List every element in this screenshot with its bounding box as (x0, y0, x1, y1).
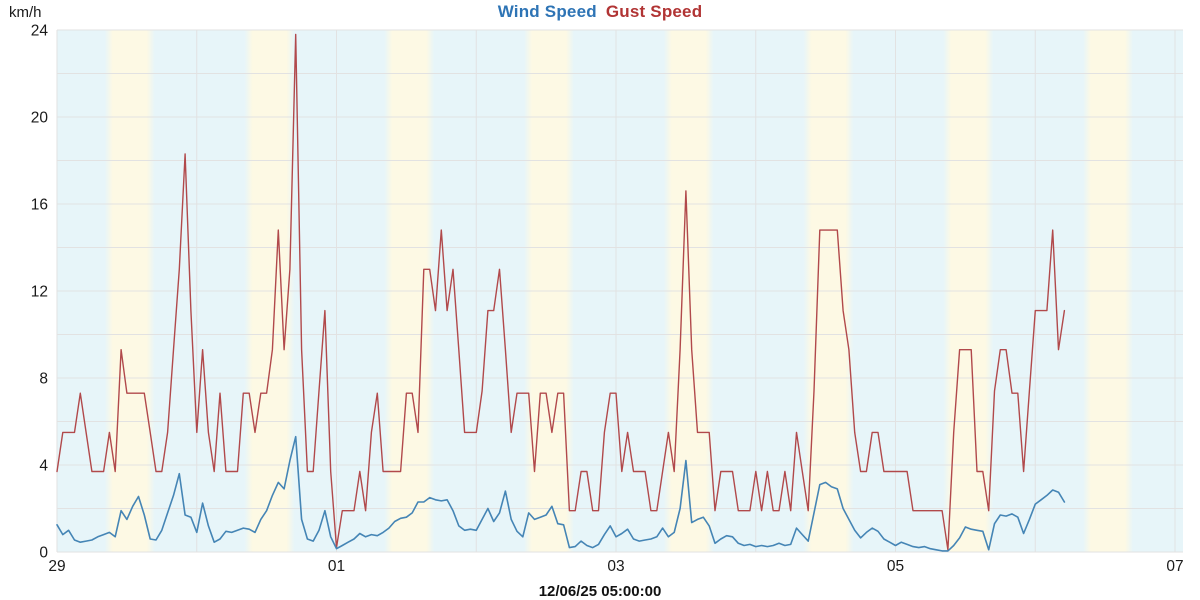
gust-speed-legend-label: Gust Speed (605, 2, 703, 21)
x-tick-label: 29 (48, 558, 65, 575)
x-tick-label: 03 (607, 558, 624, 575)
x-tick-label: 07 (1166, 558, 1183, 575)
y-axis-unit-label: km/h (9, 4, 42, 21)
y-tick-label: 8 (39, 371, 48, 388)
x-tick-label: 01 (328, 558, 345, 575)
y-tick-label: 4 (39, 458, 48, 475)
gust-speed-line (56, 33, 1066, 551)
y-tick-label: 16 (31, 197, 48, 214)
y-tick-label: 0 (39, 545, 48, 562)
y-tick-label: 24 (31, 23, 49, 40)
y-tick-label: 20 (31, 110, 49, 127)
chart-title: Wind Speed Gust Speed (0, 2, 1200, 22)
current-timestamp-label: 12/06/25 05:00:00 (538, 583, 662, 600)
x-tick-label: 05 (887, 558, 904, 575)
y-tick-label: 12 (31, 284, 48, 301)
wind-speed-line (56, 435, 1066, 552)
wind-speed-legend-label: Wind Speed (497, 2, 597, 21)
